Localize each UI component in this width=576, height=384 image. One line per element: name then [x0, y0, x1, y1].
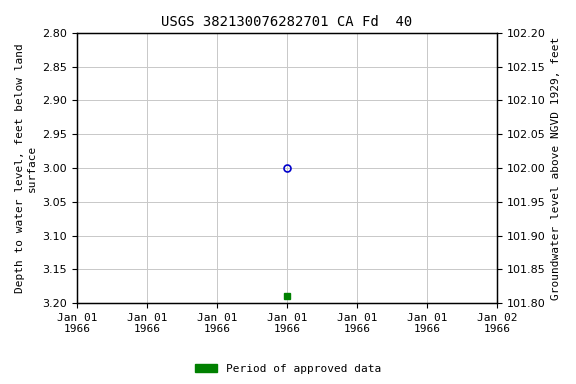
Legend: Period of approved data: Period of approved data: [191, 359, 385, 379]
Title: USGS 382130076282701 CA Fd  40: USGS 382130076282701 CA Fd 40: [161, 15, 412, 29]
Y-axis label: Groundwater level above NGVD 1929, feet: Groundwater level above NGVD 1929, feet: [551, 36, 561, 300]
Y-axis label: Depth to water level, feet below land
surface: Depth to water level, feet below land su…: [15, 43, 37, 293]
